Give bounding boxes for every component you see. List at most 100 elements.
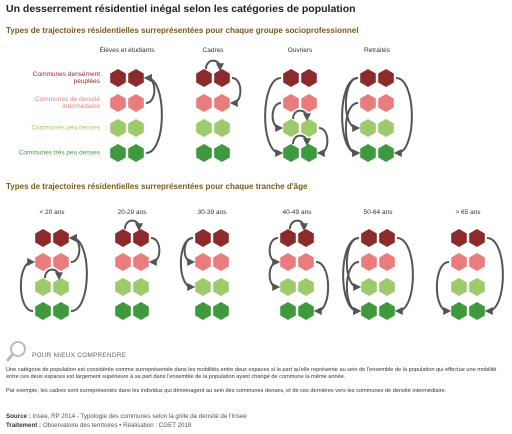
arrow [124, 219, 143, 232]
hexagon [283, 144, 299, 162]
hexagon [451, 253, 467, 271]
hexagon [110, 119, 126, 137]
source: Source : Insee, RP 2014 - Typologie des … [6, 413, 247, 420]
hexagon [378, 94, 394, 112]
hexagon [214, 144, 230, 162]
arrow [289, 219, 308, 232]
hexagon [469, 253, 485, 271]
hexagon [378, 119, 394, 137]
hexagon [214, 119, 230, 137]
arrow [44, 268, 63, 281]
hexagon [195, 278, 211, 296]
hexagon [378, 69, 394, 87]
group-header: 20-29 ans [117, 209, 147, 216]
arrow [484, 237, 504, 315]
hexagon [133, 278, 149, 296]
arrow [229, 77, 242, 107]
hexagon [115, 278, 131, 296]
hexagon [196, 119, 212, 137]
hexagon [361, 278, 377, 296]
help-title: POUR MIEUX COMPRENDRE [32, 352, 127, 359]
hexagon [115, 253, 131, 271]
arrow [345, 261, 362, 315]
arrow [205, 59, 224, 72]
hexagon [283, 94, 299, 112]
arrow [393, 77, 413, 157]
group-header: Cadres [202, 47, 224, 54]
hexagon [361, 253, 377, 271]
hexagon [298, 229, 314, 247]
hexagon [283, 69, 299, 87]
hexagon [379, 253, 395, 271]
hexagon [128, 94, 144, 112]
hexagon [196, 94, 212, 112]
hexagon [213, 278, 229, 296]
hexagon [301, 69, 317, 87]
hexagon [213, 302, 229, 320]
arrow [342, 237, 362, 315]
hexagon [360, 144, 376, 162]
hexagon [35, 302, 51, 320]
hexagon [213, 229, 229, 247]
hexagon [214, 94, 230, 112]
arrow [268, 261, 281, 291]
arrow [292, 134, 311, 147]
hexagon [53, 302, 69, 320]
hexagon [283, 119, 299, 137]
credit: Traitement : Observatoire des territoire… [6, 422, 191, 429]
hexagon [379, 229, 395, 247]
hexagon [35, 278, 51, 296]
hexagon [280, 302, 296, 320]
credit-text: Observatoire des territoires • Réalisati… [42, 422, 192, 429]
hexagon [361, 302, 377, 320]
row-label: Communes peu denses [31, 124, 100, 132]
arrow [68, 234, 88, 312]
arrow [435, 261, 452, 315]
group-header: Retraités [363, 47, 391, 54]
hexagon [378, 144, 394, 162]
hexagon [469, 302, 485, 320]
hexagon [379, 302, 395, 320]
hexagon [196, 69, 212, 87]
arrow [344, 77, 361, 132]
row-label: Communes densément peuplées [32, 71, 100, 85]
hexagon [195, 253, 211, 271]
hexagon [379, 278, 395, 296]
hexagon [469, 229, 485, 247]
hexagon [301, 119, 317, 137]
arrow [292, 109, 311, 122]
group-header: 50-64 ans [363, 209, 393, 216]
arrow [264, 77, 284, 157]
hexagon [35, 253, 51, 271]
magnifier-icon [5, 341, 26, 362]
source-text: Insee, RP 2014 - Typologie des communes … [32, 413, 247, 420]
hexagon [128, 144, 144, 162]
row-label: Communes de densité intermédiaire [34, 96, 100, 110]
row-label: Communes très peu denses [18, 149, 100, 157]
section-title: Types de trajectoires résidentielles sur… [6, 26, 359, 35]
hexagon [53, 278, 69, 296]
arrow [316, 127, 329, 157]
hexagon [451, 302, 467, 320]
hexagon [128, 119, 144, 137]
hexagon [110, 94, 126, 112]
hexagon [451, 229, 467, 247]
hexagon [451, 278, 467, 296]
group-header: 40-49 ans [282, 209, 312, 216]
arrow [394, 237, 414, 315]
hexagon [115, 302, 131, 320]
section-title: Types de trajectoires résidentielles sur… [6, 182, 308, 191]
arrow [341, 77, 361, 157]
hexagon [280, 278, 296, 296]
arrow [143, 74, 163, 154]
hexagon [133, 229, 149, 247]
hexagon [115, 229, 131, 247]
hexagon [110, 144, 126, 162]
arrow [271, 102, 284, 132]
credit-label: Traitement : [6, 422, 42, 429]
hexagon [298, 278, 314, 296]
group-header: Élèves et étudiants [99, 47, 155, 54]
hexagon [301, 94, 317, 112]
